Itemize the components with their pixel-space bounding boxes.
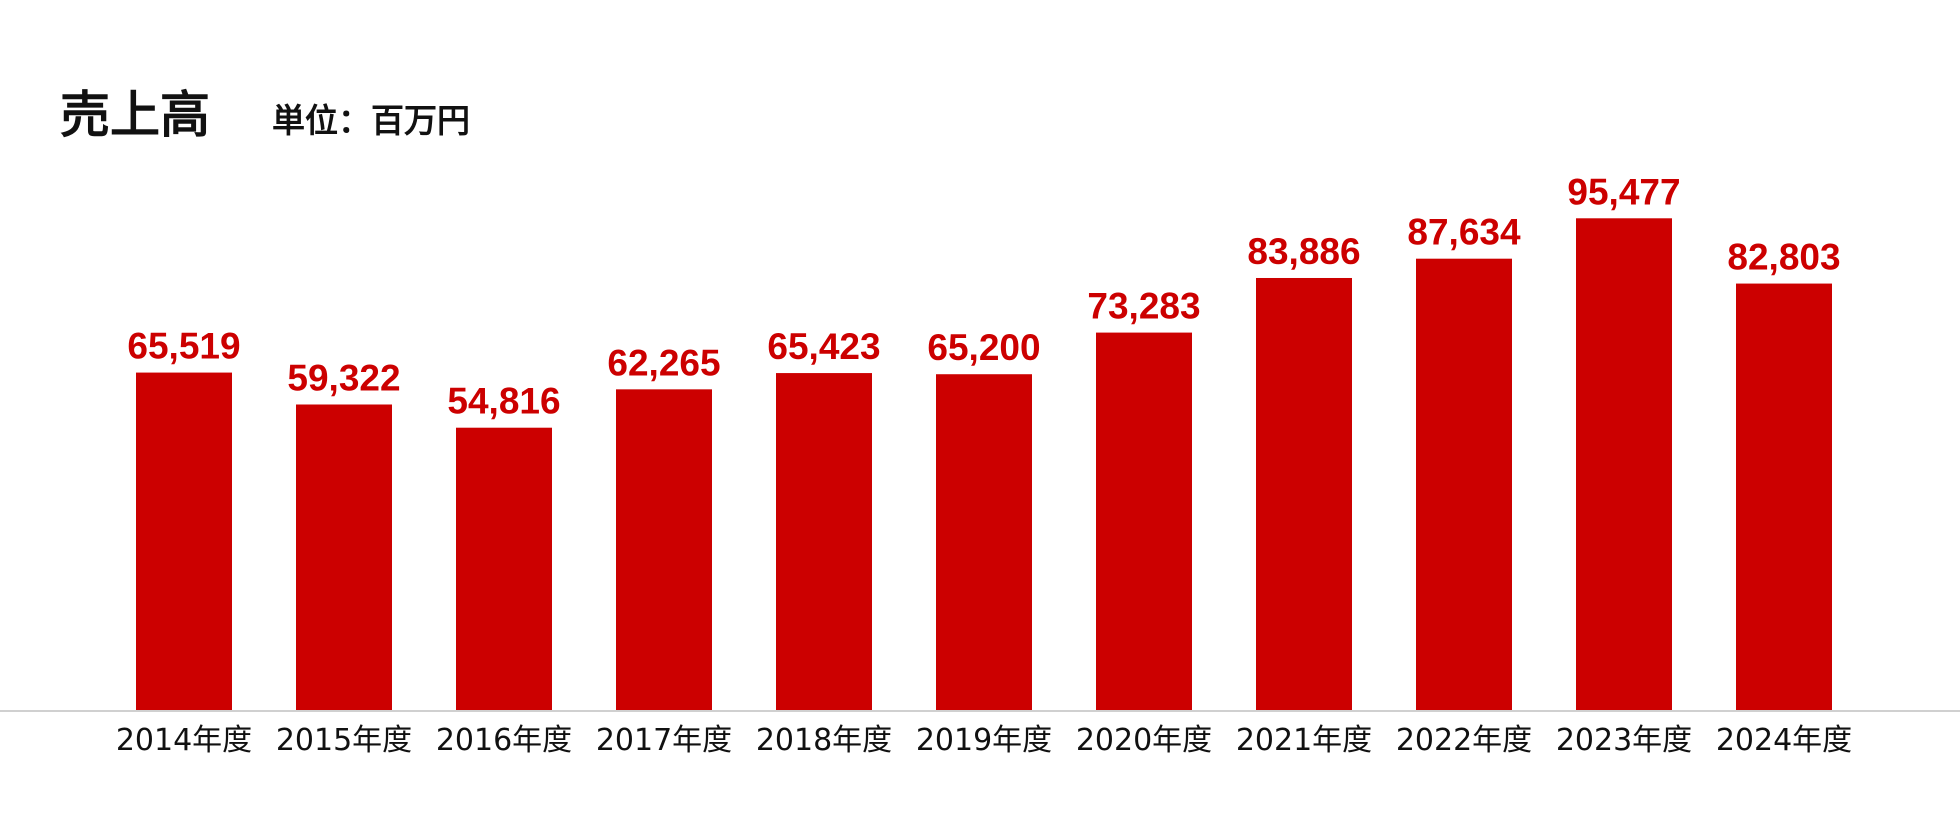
- value-label: 87,634: [1407, 212, 1521, 253]
- x-tick-label: 2016年度: [436, 723, 572, 758]
- x-tick-label: 2020年度: [1076, 723, 1212, 758]
- bar: [1096, 332, 1192, 710]
- value-label: 65,519: [127, 326, 240, 367]
- bar: [1736, 283, 1832, 710]
- bar: [1256, 277, 1352, 710]
- x-tick-label: 2015年度: [276, 723, 412, 758]
- value-label: 82,803: [1727, 237, 1840, 278]
- value-label: 65,423: [767, 326, 880, 367]
- bar: [936, 374, 1032, 710]
- bar: [776, 373, 872, 710]
- x-tick-label: 2021年度: [1236, 723, 1372, 758]
- value-label: 54,816: [447, 381, 560, 422]
- x-tick-label: 2014年度: [116, 723, 252, 758]
- value-label: 59,322: [287, 357, 400, 398]
- x-tick-label: 2019年度: [916, 723, 1052, 758]
- x-tick-label: 2018年度: [756, 723, 892, 758]
- value-label: 73,283: [1087, 286, 1200, 327]
- value-label: 95,477: [1567, 171, 1680, 212]
- bar: [136, 372, 232, 710]
- x-tick-label: 2023年度: [1556, 723, 1692, 758]
- bar: [1576, 218, 1672, 710]
- value-label: 62,265: [607, 342, 720, 383]
- bar: [296, 404, 392, 710]
- chart-title: 売上高: [60, 86, 210, 144]
- x-tick-label: 2022年度: [1396, 723, 1532, 758]
- chart-subtitle: 単位：百万円: [272, 101, 470, 140]
- bar: [1416, 258, 1512, 710]
- value-label: 65,200: [927, 327, 1040, 368]
- value-label: 83,886: [1247, 231, 1360, 272]
- x-tick-label: 2024年度: [1716, 723, 1852, 758]
- bar: [456, 427, 552, 710]
- bar: [616, 389, 712, 710]
- x-tick-label: 2017年度: [596, 723, 732, 758]
